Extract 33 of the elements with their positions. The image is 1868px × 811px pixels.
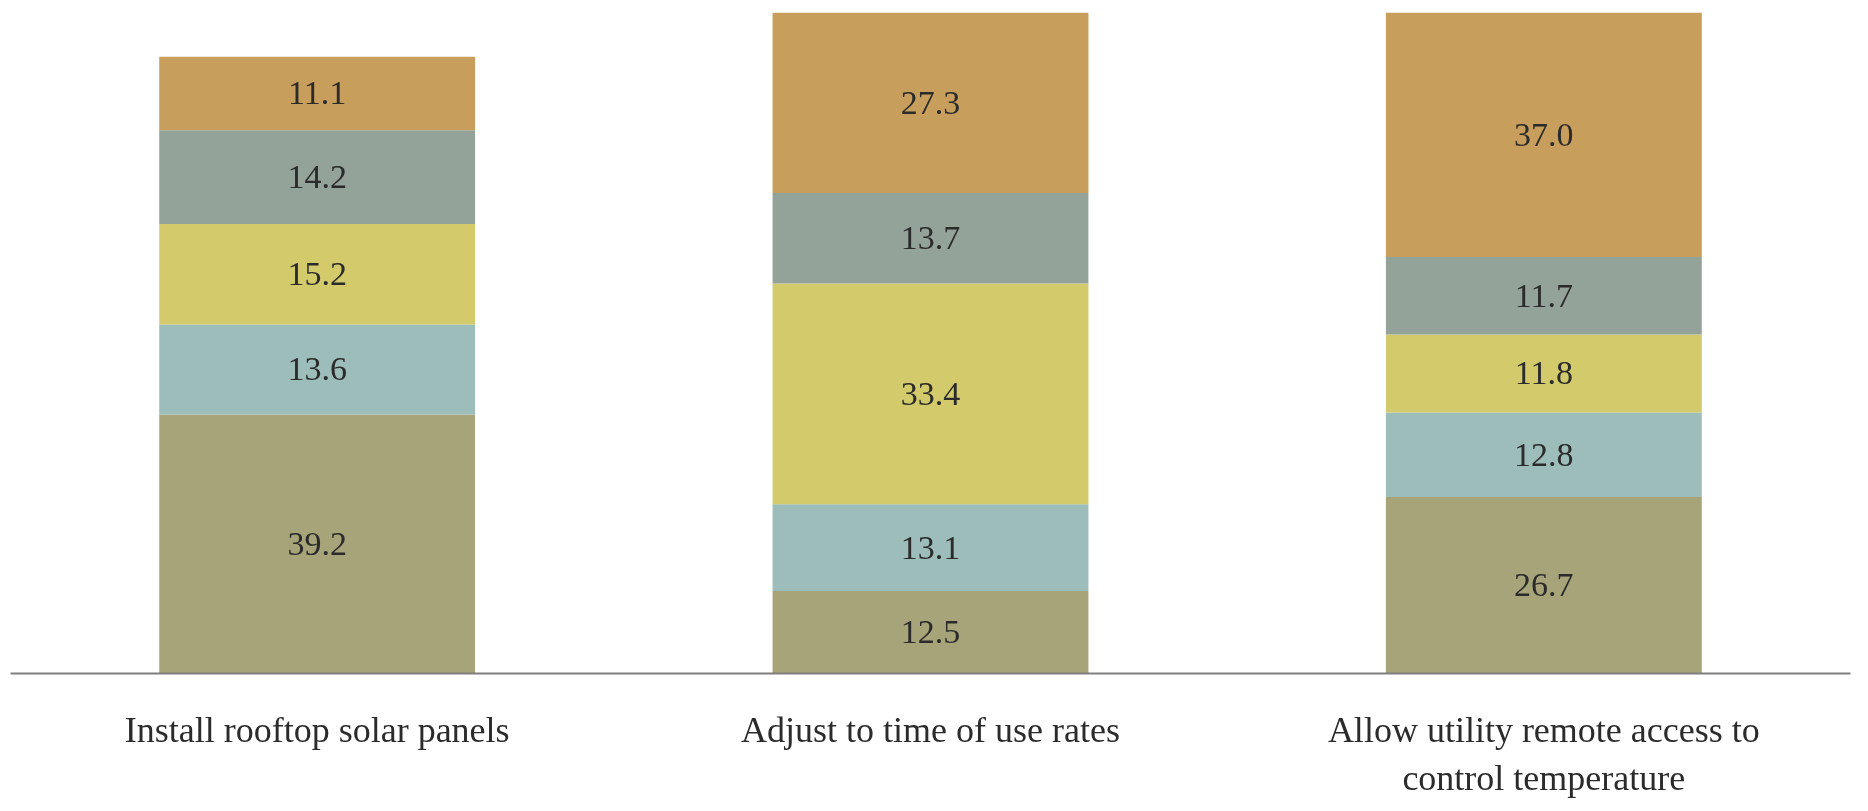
- x-tick-label: Allow utility remote access to control temperature: [1327, 709, 1760, 798]
- data-label: 37.0: [1514, 115, 1574, 153]
- data-label: 12.5: [900, 613, 961, 651]
- bar: [1385, 257, 1702, 335]
- data-label: 15.2: [287, 255, 347, 293]
- data-label: 11.7: [1514, 276, 1573, 314]
- bar: [1385, 334, 1702, 413]
- bar: [159, 324, 476, 415]
- data-label: 33.4: [900, 374, 961, 412]
- bar: [1385, 12, 1702, 258]
- bar: [772, 192, 1089, 284]
- data-label: 27.3: [900, 83, 961, 121]
- data-label: 13.1: [900, 528, 961, 566]
- data-label: 11.8: [1514, 354, 1573, 392]
- x-tick-label: Adjust to time of use rates: [741, 709, 1120, 750]
- bar: [159, 224, 476, 325]
- bar: [772, 283, 1089, 505]
- data-label: 26.7: [1514, 566, 1574, 604]
- bar: [772, 12, 1089, 193]
- x-tick-label: Install rooftop solar panels: [124, 709, 510, 750]
- bar: [772, 504, 1089, 591]
- bar: [159, 130, 476, 225]
- bar: [1385, 412, 1702, 498]
- data-label: 13.6: [287, 350, 347, 388]
- data-label: 11.1: [288, 74, 347, 112]
- data-label: 39.2: [287, 524, 347, 562]
- bar: [1385, 497, 1702, 674]
- data-label: 12.8: [1514, 435, 1574, 473]
- bar: [159, 414, 476, 674]
- data-label: 13.7: [900, 219, 961, 257]
- data-label: 14.2: [287, 158, 347, 196]
- bar: [159, 56, 476, 131]
- bar: [772, 590, 1089, 674]
